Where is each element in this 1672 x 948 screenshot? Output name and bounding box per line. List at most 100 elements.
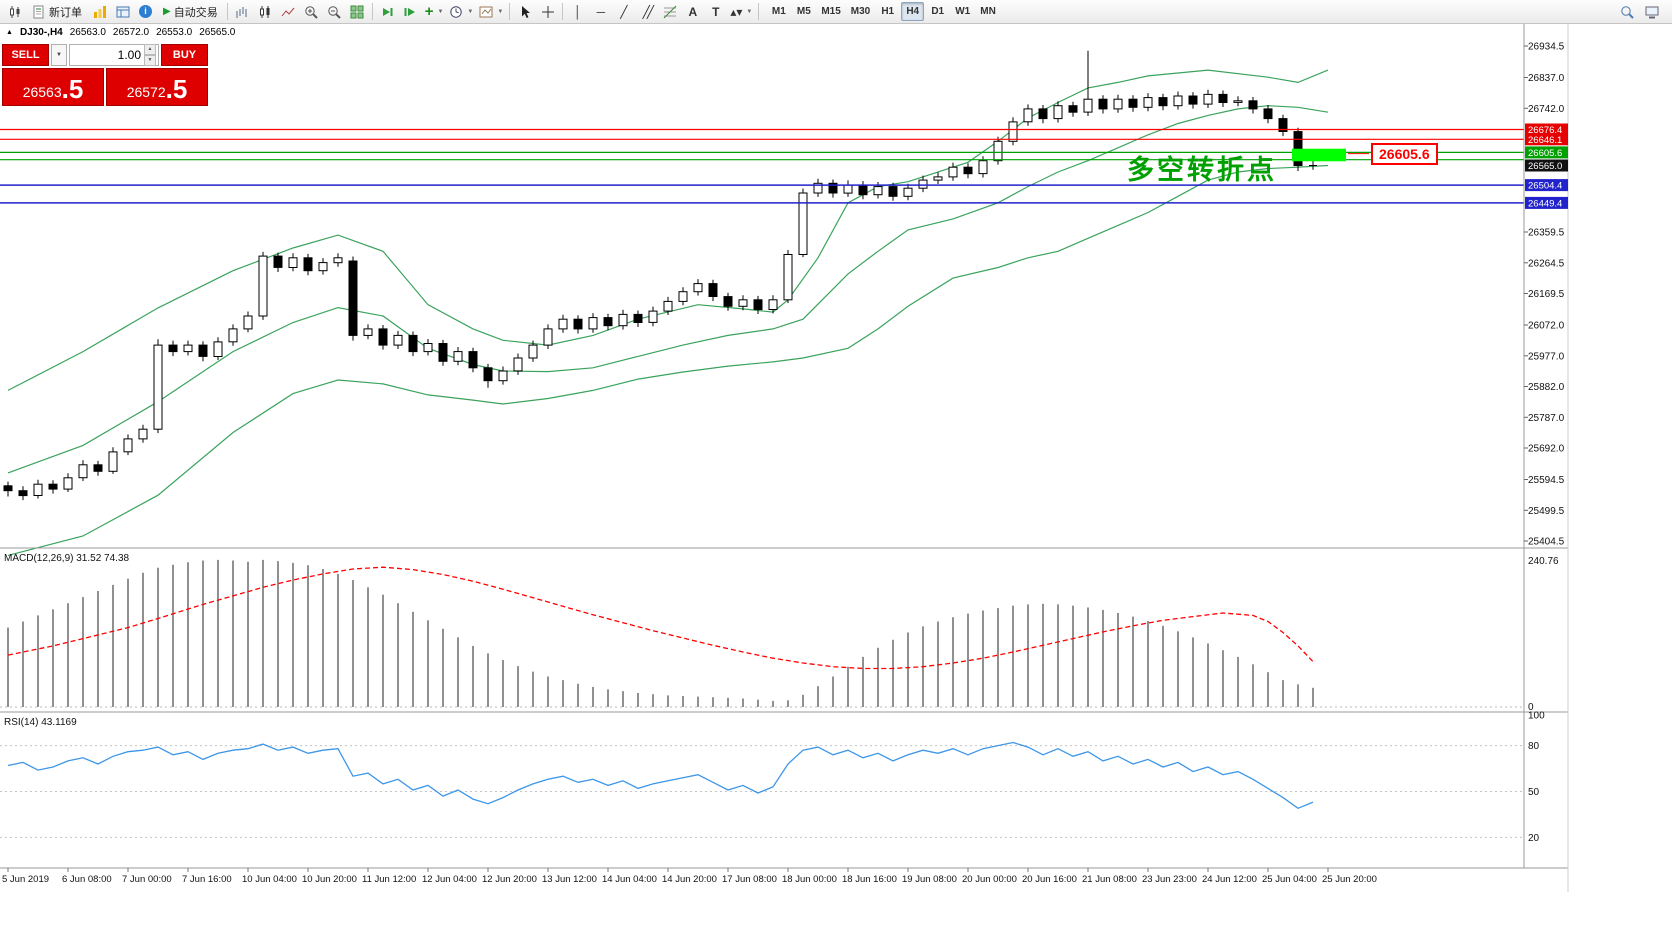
candles-layer (3, 50, 1317, 501)
ohlc-bars-icon (236, 6, 247, 18)
price-tag-label: 26605.6 (1528, 148, 1562, 159)
rsi-scale-label: 80 (1528, 741, 1540, 752)
new-chart-button[interactable] (3, 2, 26, 22)
timeframe-M30-button[interactable]: M30 (850, 6, 871, 17)
tile-windows-button[interactable] (346, 2, 369, 22)
timeframe-M5-button[interactable]: M5 (796, 6, 811, 17)
horizontal-line-tool-button[interactable]: ─ (589, 2, 612, 22)
zoom-out-icon (328, 5, 341, 19)
zoom-in-button[interactable] (300, 2, 323, 22)
cursor-button[interactable] (513, 2, 536, 22)
crosshair-button[interactable] (536, 2, 559, 22)
timeframe-MN-button[interactable]: MN (980, 6, 996, 17)
price-tick-label: 26264.5 (1528, 258, 1565, 269)
price-tag-label: 26565.0 (1528, 161, 1562, 172)
price-tick-label: 25594.5 (1528, 475, 1565, 486)
dropdown-arrow-icon: ▼ (437, 8, 444, 15)
channel-tool-button[interactable]: ╱╱ (635, 2, 658, 22)
time-tick-label: 18 Jun 00:00 (782, 874, 837, 885)
timeframe-H4-button[interactable]: H4 (901, 2, 925, 21)
price-tag (1525, 146, 1568, 159)
macd-panel: MACD(12,26,9) 31.52 74.38 240.76 0 (0, 553, 1559, 713)
symbol-label: DJ30-,H4 (19, 27, 63, 38)
data-window-button[interactable] (111, 2, 134, 22)
toolbar-separator (758, 3, 760, 20)
text-tool-button[interactable]: A (681, 2, 704, 22)
time-tick-label: 25 Jun 04:00 (1262, 874, 1317, 885)
price-tick-label: 25499.5 (1528, 506, 1565, 517)
bollinger-lower-line (7, 164, 1329, 556)
workspace-button[interactable] (1640, 2, 1663, 22)
price-tick-label: 26169.5 (1528, 289, 1565, 300)
periods-button[interactable]: ▼ (446, 2, 476, 22)
vertical-line-tool-button[interactable]: │ (566, 2, 589, 22)
timeframe-toolbar: M1 M5 M15 M30 H1 H4 D1 W1 MN (766, 2, 1000, 21)
timeframe-D1-button[interactable]: D1 (931, 6, 945, 17)
trendline-tool-button[interactable]: ╱ (612, 2, 635, 22)
price-tag (1525, 159, 1568, 172)
time-tick-label: 6 Jun 08:00 (62, 874, 112, 885)
macd-scale-max-label: 240.76 (1528, 556, 1559, 567)
indicators-button[interactable]: + ▼ (422, 2, 447, 22)
chart-ohlc-info: ▲ DJ30-,H4 26563.0 26572.0 26553.0 26565… (6, 27, 235, 38)
arrows-icon: ▴▾ (730, 4, 743, 19)
price-tick-label: 26359.5 (1528, 228, 1565, 239)
buy-button[interactable]: BUY (161, 44, 208, 66)
turning-point-annotation[interactable]: 多空转折点 (1127, 157, 1277, 184)
arrows-tool-button[interactable]: ▴▾ ▼ (727, 2, 755, 22)
label-tool-button[interactable]: T (704, 2, 727, 22)
candles-icon (260, 5, 270, 18)
symbol-marker-icon: ▲ (6, 29, 13, 36)
toolbar-separator (371, 3, 373, 20)
text-icon: A (688, 4, 698, 19)
timeframe-W1-button[interactable]: W1 (955, 6, 971, 17)
volume-input[interactable]: 1.00 ▲ ▼ (69, 44, 159, 66)
time-tick-label: 25 Jun 20:00 (1322, 874, 1377, 885)
volume-spinner[interactable]: ▲ ▼ (144, 44, 156, 66)
fibonacci-tool-button[interactable] (658, 2, 681, 22)
line-chart-mode-button[interactable] (277, 2, 300, 22)
timeframe-H1-button[interactable]: H1 (881, 6, 895, 17)
market-watch-button[interactable] (88, 2, 111, 22)
toolbar-separator (509, 3, 511, 20)
rsi-scale-label: 50 (1528, 787, 1540, 798)
price-tick-label: 26837.0 (1528, 73, 1565, 84)
ohlc-close: 26565.0 (199, 27, 236, 38)
navigator-button[interactable]: i (134, 2, 157, 22)
auto-trading-button[interactable]: ▶ 自动交易 (157, 2, 224, 22)
chart-canvas[interactable]: 26934.5 26837.0 26742.0 26359.5 26264.5 26169… (0, 24, 1672, 948)
price-axis: 26934.5 26837.0 26742.0 26359.5 26264.5 26169… (1524, 42, 1568, 548)
sell-price-display[interactable]: 26563.5 (2, 68, 104, 106)
price-tag (1525, 123, 1568, 136)
ohlc-high: 26572.0 (112, 27, 150, 38)
buy-price-fraction: .5 (165, 74, 188, 104)
highlight-rectangle[interactable] (1292, 148, 1346, 162)
zoom-out-button[interactable] (323, 2, 346, 22)
time-tick-label: 18 Jun 16:00 (842, 874, 897, 885)
time-tick-label: 10 Jun 04:00 (242, 874, 297, 885)
sell-button[interactable]: SELL (2, 44, 49, 66)
time-tick-label: 7 Jun 00:00 (122, 874, 172, 885)
bar-chart-mode-button[interactable] (231, 2, 254, 22)
new-order-button[interactable]: 新订单 (26, 2, 88, 22)
auto-scroll-button[interactable] (376, 2, 399, 22)
time-tick-label: 10 Jun 20:00 (302, 874, 357, 885)
buy-price-display[interactable]: 26572.5 (106, 68, 208, 106)
time-tick-label: 17 Jun 08:00 (722, 874, 777, 885)
new-order-label: 新订单 (49, 6, 82, 19)
timeframe-M1-button[interactable]: M1 (771, 6, 786, 17)
line-chart-icon (281, 7, 295, 16)
zoom-in-icon (305, 5, 318, 19)
turning-point-text: 多空转折点 (1127, 155, 1277, 185)
price-callout-label[interactable]: 26605.6 (1371, 143, 1438, 165)
price-tag (1525, 179, 1568, 192)
timeframe-M15-button[interactable]: M15 (821, 6, 841, 17)
trade-settings-dropdown[interactable]: ▼ (51, 44, 67, 66)
candle-chart-mode-button[interactable] (254, 2, 277, 22)
templates-button[interactable]: ▼ (476, 2, 506, 22)
rsi-line (7, 741, 1314, 810)
price-tag-label: 26449.4 (1528, 198, 1562, 209)
chart-shift-button[interactable] (399, 2, 422, 22)
search-button[interactable] (1615, 2, 1638, 22)
time-tick-label: 14 Jun 20:00 (662, 874, 717, 885)
